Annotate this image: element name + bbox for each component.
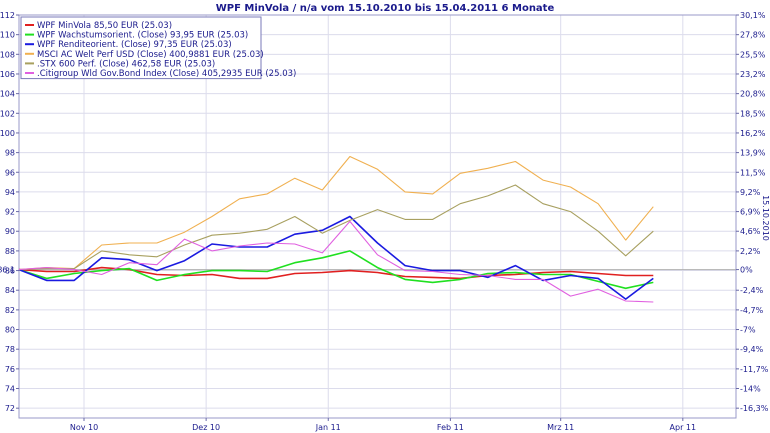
y-tick-label: 102: [0, 109, 15, 118]
y-tick-label: 112: [0, 11, 15, 20]
right-tick-label: 25,5%: [740, 50, 766, 59]
y-tick-label: 96: [5, 168, 15, 177]
x-tick-label: Jan 11: [315, 423, 341, 432]
series-lines: [18, 155, 654, 303]
series-line-2: [18, 250, 654, 290]
x-tick-label: Nov 10: [70, 423, 98, 432]
legend-entry-4: MSCI AC Welt Perf USD (Close) 400,9881 E…: [37, 50, 264, 60]
right-tick-label: -11,7%: [740, 365, 769, 374]
legend-entry-3: WPF Renditeorient. (Close) 97,35 EUR (25…: [37, 40, 232, 50]
right-tick-label: -2,4%: [740, 286, 764, 295]
y-tick-label: 106: [0, 70, 15, 79]
right-tick-label: 2,2%: [740, 247, 761, 256]
y-tick-label: 90: [5, 227, 15, 236]
y-tick-label: 78: [5, 345, 15, 354]
y-tick-label: 94: [5, 188, 15, 197]
x-tick-label: Apr 11: [670, 423, 697, 432]
y-tick-label: 80: [5, 326, 15, 335]
right-tick-label: 6,9%: [740, 208, 761, 217]
y-tick-label: 100: [0, 129, 15, 138]
y-tick-label: 104: [0, 90, 15, 99]
plot-frame: [18, 14, 737, 419]
legend-entry-6: .Citigroup Wld Gov.Bond Index (Close) 40…: [37, 69, 296, 79]
x-tick-label: Dez 10: [192, 423, 220, 432]
right-tick-label: 4,6%: [740, 227, 761, 236]
series-line-5: [18, 184, 654, 271]
right-tick-label: -7%: [740, 326, 756, 335]
y-tick-label: 88: [5, 247, 15, 256]
right-tick-label: 20,8%: [740, 90, 766, 99]
y-tick-label: 76: [5, 365, 15, 374]
right-tick-label: 18,5%: [740, 109, 766, 118]
series-line-6: [18, 220, 654, 303]
legend-entry-5: .STX 600 Perf. (Close) 462,58 EUR (25.03…: [37, 59, 215, 69]
right-tick-label: 30,1%: [740, 11, 766, 20]
right-tick-label: 23,2%: [740, 70, 766, 79]
x-tick-label: Mrz 11: [547, 423, 574, 432]
right-tick-label: 16,2%: [740, 129, 766, 138]
grid-lines: [19, 14, 736, 418]
y-tick-label: 86: [5, 267, 15, 276]
y-tick-label: 72: [5, 404, 15, 413]
y-tick-label: 82: [5, 306, 15, 315]
right-tick-label: -14%: [740, 385, 761, 394]
series-line-3: [18, 215, 654, 300]
y-tick-label: 98: [5, 149, 15, 158]
legend-box: [20, 16, 262, 80]
baseline-label: 86,1: [0, 266, 15, 275]
right-tick-label: -4,7%: [740, 306, 764, 315]
right-tick-label: -9,4%: [740, 345, 764, 354]
right-axis-side-label: 15.10.2010: [761, 195, 770, 241]
right-tick-label: 9,2%: [740, 188, 761, 197]
y-tick-label: 74: [5, 385, 15, 394]
y-tick-label: 92: [5, 208, 15, 217]
y-tick-label: 84: [5, 286, 15, 295]
right-tick-label: 13,9%: [740, 149, 766, 158]
legend: WPF MinVola 85,50 EUR (25.03)WPF Wachstu…: [20, 16, 296, 80]
right-tick-label: -16,3%: [740, 404, 769, 413]
y-tick-label: 110: [0, 31, 15, 40]
right-tick-label: 27,8%: [740, 31, 766, 40]
chart-title: WPF MinVola / n/a vom 15.10.2010 bis 15.…: [216, 3, 555, 14]
y-tick-label: 108: [0, 50, 15, 59]
axes: 72 74 76 78 80 82 84 86 88 90 92 94 96 98 100 102 104 106…: [0, 11, 769, 432]
legend-entry-2: WPF Wachstumsorient. (Close) 93,95 EUR (…: [37, 31, 248, 41]
right-tick-label: 0%: [740, 266, 753, 275]
series-line-4: [18, 155, 654, 271]
right-tick-label: 11,5%: [740, 168, 766, 177]
legend-entry-1: WPF MinVola 85,50 EUR (25.03): [37, 21, 172, 31]
x-tick-label: Feb 11: [437, 423, 464, 432]
